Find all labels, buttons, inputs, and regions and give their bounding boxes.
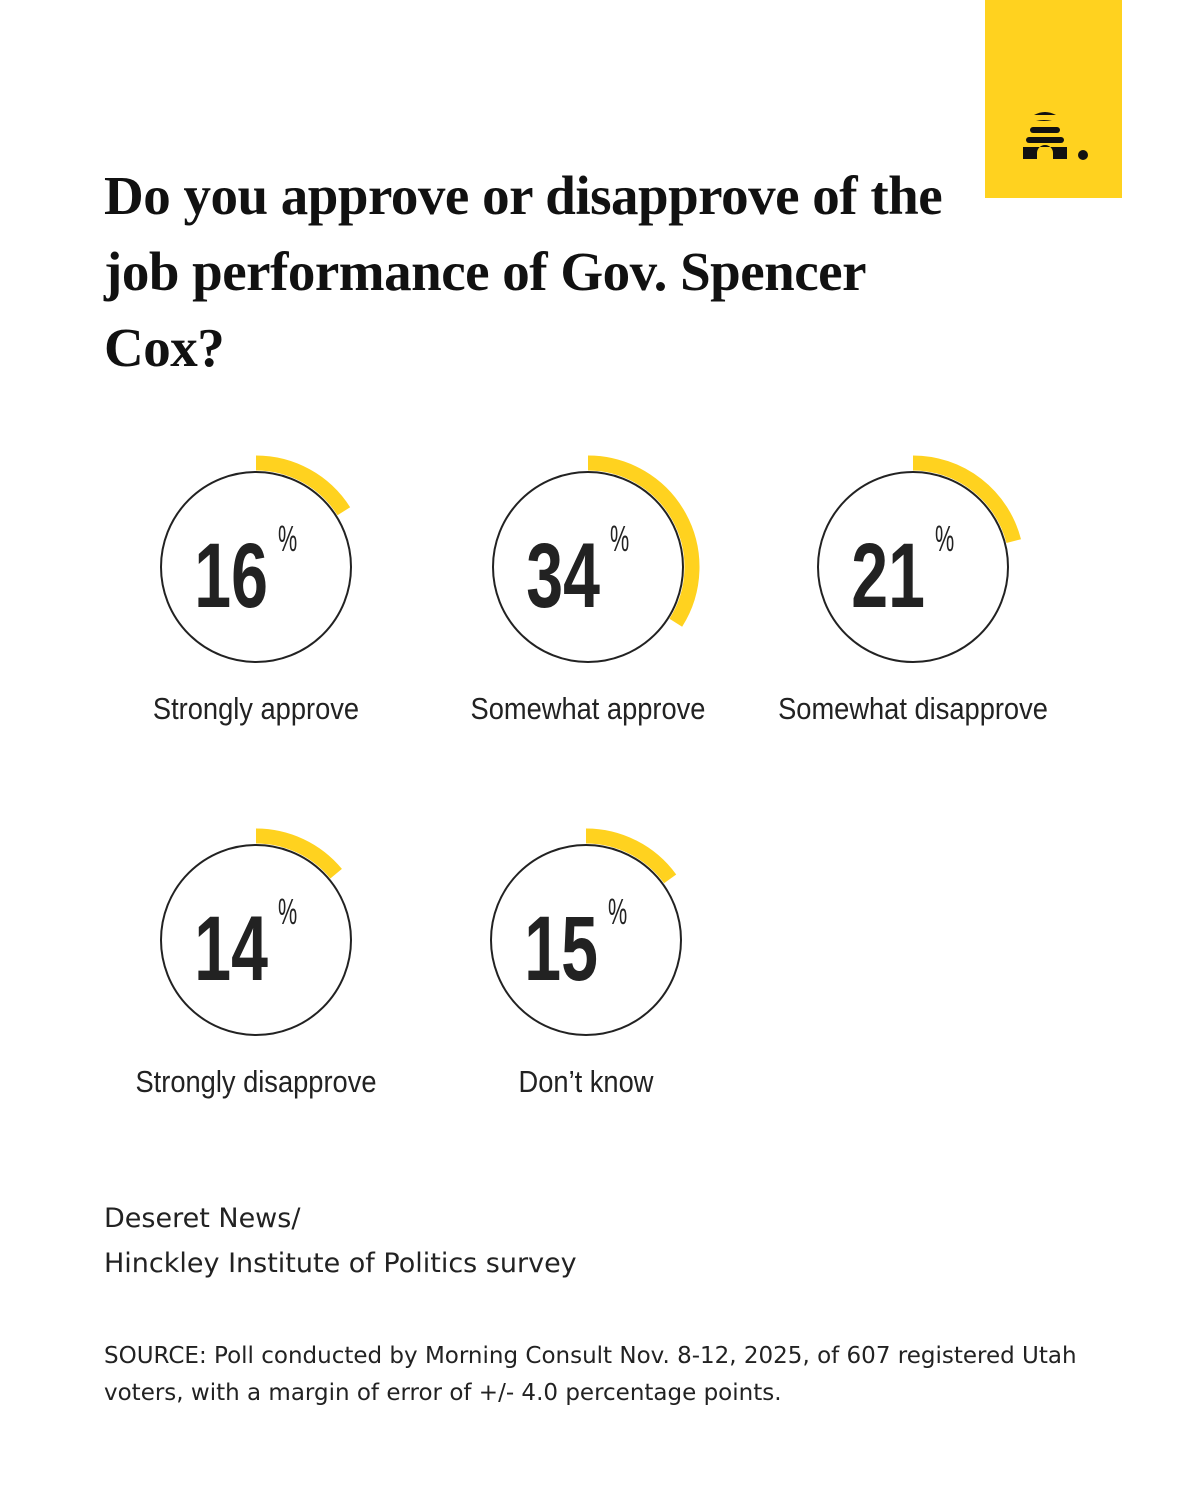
credit: Deseret News/ [104,1203,301,1234]
logo-background [985,0,1122,198]
value-label: 21 [851,523,925,626]
unit-label: % [935,519,954,559]
source-note: SOURCE: Poll conducted by Morning Consul… [104,1343,1077,1406]
value-label: 14 [194,896,268,999]
gauge-ring [160,844,352,1036]
logo [1023,112,1088,160]
unit-label: % [278,519,297,559]
gauge-ring [492,471,684,663]
value-label: 16 [194,523,268,626]
gauge-arc [912,455,1021,544]
category-label: Strongly approve [153,692,359,726]
unit-label: % [278,892,297,932]
gauge-ring [817,471,1009,663]
category-label: Somewhat disapprove [778,692,1048,726]
unit-label: % [610,519,629,559]
credit: Hinckley Institute of Politics survey [104,1248,577,1279]
value-label: 34 [526,523,600,626]
category-label: Strongly disapprove [135,1065,376,1099]
value-label: 15 [524,896,598,999]
gauge-arc [255,828,342,879]
gauge-arc [585,828,677,884]
gauge-arc [255,455,351,516]
category-label: Somewhat approve [471,692,706,726]
gauge-ring [490,844,682,1036]
chart-title: Do you approve or disapprove of the job … [104,165,943,378]
gauge-arc [587,455,700,627]
unit-label: % [608,892,627,932]
category-label: Don’t know [519,1065,655,1099]
gauge-ring [160,471,352,663]
